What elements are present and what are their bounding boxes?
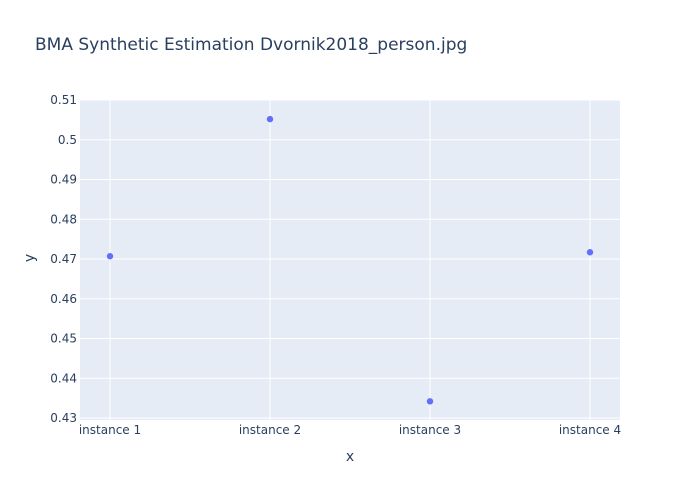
y-tick-label: 0.45 [50, 332, 77, 346]
x-tick-label: instance 2 [239, 423, 301, 437]
grid [80, 99, 620, 420]
data-point [426, 398, 434, 405]
y-tick-label: 0.48 [50, 212, 77, 226]
data-point [266, 115, 274, 123]
chart-title: BMA Synthetic Estimation Dvornik2018_per… [35, 35, 467, 55]
y-axis-title: y [22, 254, 38, 262]
y-tick-label: 0.46 [50, 292, 77, 306]
x-tick-labels: instance 1 instance 2 instance 3 instance 4 [79, 423, 621, 437]
plot-area [80, 100, 620, 420]
y-tick-label: 0.44 [50, 371, 77, 385]
x-axis-title: x [346, 449, 354, 465]
data-points [106, 115, 594, 405]
y-tick-label: 0.51 [50, 93, 77, 107]
data-point [106, 253, 114, 260]
y-tick-label: 0.5 [58, 133, 77, 147]
y-tick-label: 0.49 [50, 173, 77, 187]
data-point [586, 249, 594, 256]
y-tick-label: 0.47 [50, 252, 77, 266]
y-tick-label: 0.43 [50, 411, 77, 425]
x-tick-label: instance 4 [559, 423, 621, 437]
x-tick-label: instance 1 [79, 423, 141, 437]
x-tick-label: instance 3 [399, 423, 461, 437]
y-tick-labels: 0.43 0.44 0.45 0.46 0.47 0.48 0.49 0.5 0.51 [50, 93, 77, 425]
